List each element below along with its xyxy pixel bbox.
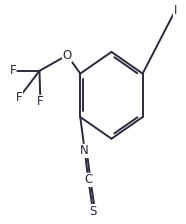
Text: S: S xyxy=(89,205,97,218)
Text: O: O xyxy=(62,49,72,62)
Text: I: I xyxy=(174,4,177,17)
Text: C: C xyxy=(84,173,92,186)
Text: N: N xyxy=(80,144,89,157)
Text: F: F xyxy=(37,95,44,108)
Text: F: F xyxy=(16,91,23,104)
Text: F: F xyxy=(9,64,16,77)
